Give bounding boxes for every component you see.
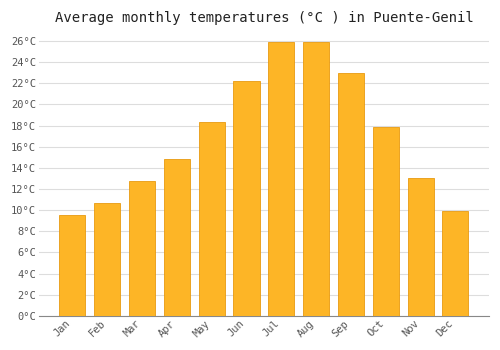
Title: Average monthly temperatures (°C ) in Puente-Genil: Average monthly temperatures (°C ) in Pu… — [54, 11, 474, 25]
Bar — [164, 159, 190, 316]
Bar — [94, 203, 120, 316]
Bar — [338, 73, 364, 316]
Bar — [234, 81, 260, 316]
Bar — [268, 42, 294, 316]
Bar — [408, 178, 434, 316]
Bar — [60, 215, 86, 316]
Bar — [303, 42, 329, 316]
Bar — [198, 122, 224, 316]
Bar — [372, 127, 399, 316]
Bar — [442, 211, 468, 316]
Bar — [129, 181, 155, 316]
